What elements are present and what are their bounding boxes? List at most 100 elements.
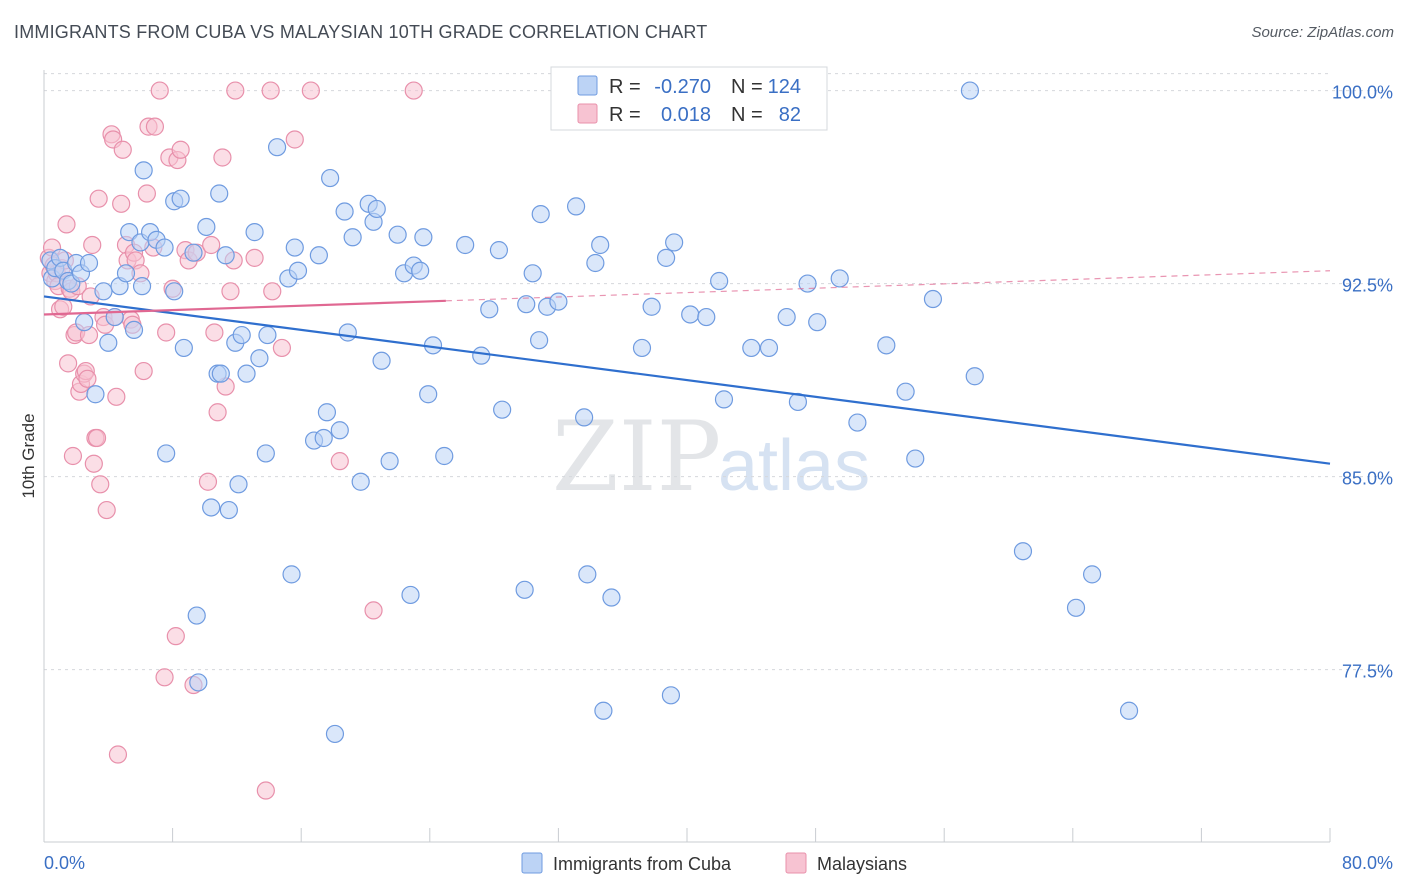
- cuba-point-107: [759, 338, 779, 358]
- malaysians-point-74: [226, 81, 245, 100]
- cuba-point-69: [388, 225, 407, 244]
- malaysians-point-29: [87, 428, 107, 448]
- cuba-point-74: [414, 228, 433, 247]
- cuba-point-87: [531, 205, 550, 224]
- cuba-point-67: [372, 351, 391, 370]
- cuba-point-16: [116, 264, 136, 283]
- series-cuba-points: [41, 81, 1139, 744]
- stats-n-value-cuba: 124: [768, 76, 801, 98]
- stats-swatch-malay: [577, 103, 598, 124]
- watermark: ZIP atlas: [552, 401, 870, 513]
- malaysians-point-80: [285, 130, 304, 149]
- trend-lines: [43, 270, 1331, 465]
- stats-r-label-malay: R =: [609, 104, 641, 126]
- y-tick-label-2: 92.5%: [1342, 276, 1393, 296]
- malaysians-point-53: [145, 117, 165, 136]
- cuba-point-56: [317, 403, 337, 422]
- cuba-point-113: [848, 413, 867, 432]
- malaysians-point-31: [91, 475, 110, 494]
- cuba-point-80: [480, 300, 499, 319]
- cuba-point-12: [94, 282, 113, 301]
- stats-swatch-cuba: [577, 75, 598, 96]
- cuba-point-33: [197, 217, 216, 237]
- y-tick-label-3: 100.0%: [1332, 83, 1393, 103]
- cuba-point-96: [602, 588, 621, 607]
- stats-r-label-cuba: R =: [609, 76, 641, 98]
- malaysians-point-69: [208, 403, 227, 422]
- cuba-point-77: [435, 446, 454, 466]
- malaysians-point-54: [150, 81, 169, 100]
- cuba-point-10: [75, 313, 94, 332]
- cuba-point-43: [237, 364, 256, 383]
- cuba-point-41: [229, 475, 248, 494]
- cuba-point-47: [258, 325, 277, 345]
- cuba-point-32: [189, 673, 208, 692]
- malaysians-point-84: [404, 81, 423, 100]
- x-tick-label-max: 80.0%: [1342, 853, 1393, 873]
- cuba-point-75: [419, 385, 438, 404]
- malaysians-point-76: [256, 781, 275, 800]
- cuba-point-42: [232, 325, 251, 345]
- cuba-point-118: [960, 81, 980, 100]
- malaysians-point-41: [113, 140, 132, 159]
- legend-swatch-malay: [785, 852, 807, 874]
- watermark-atlas: atlas: [718, 426, 870, 506]
- cuba-point-115: [896, 382, 915, 401]
- chart-title: IMMIGRANTS FROM CUBA VS MALAYSIAN 10TH G…: [14, 22, 708, 42]
- cuba-point-81: [489, 241, 509, 260]
- cuba-point-117: [923, 289, 943, 309]
- cuba-point-55: [314, 428, 333, 448]
- malaysians-point-26: [83, 235, 102, 255]
- legend-label-malay: Malaysians: [817, 854, 907, 874]
- cuba-point-85: [523, 264, 542, 283]
- cuba-point-103: [697, 307, 716, 327]
- cuba-point-50: [282, 565, 301, 584]
- malaysians-point-77: [261, 81, 280, 100]
- malaysians-point-27: [84, 454, 103, 473]
- malaysians-point-68: [205, 323, 224, 342]
- cuba-point-31: [187, 606, 206, 625]
- y-axis-label: 10th Grade: [19, 413, 38, 498]
- malaysians-point-38: [107, 387, 126, 406]
- cuba-point-91: [575, 408, 594, 427]
- cuba-point-18: [124, 320, 144, 340]
- cuba-point-24: [155, 238, 174, 257]
- cuba-point-9: [79, 253, 99, 273]
- cuba-point-26: [165, 282, 184, 301]
- cuba-point-13: [99, 333, 118, 352]
- cuba-point-21: [134, 161, 153, 180]
- malaysians-point-78: [263, 282, 282, 301]
- malaysians-point-39: [108, 745, 128, 764]
- malaysians-point-59: [166, 627, 185, 646]
- cuba-point-100: [661, 686, 681, 705]
- cuba-point-28: [171, 189, 190, 208]
- malaysians-point-81: [301, 81, 320, 100]
- cuba-point-60: [335, 202, 354, 221]
- cuba-point-63: [351, 472, 370, 491]
- x-tick-label-min: 0.0%: [44, 853, 85, 873]
- series-malaysians-points: [39, 81, 423, 800]
- legend-swatch-cuba: [521, 852, 543, 874]
- cuba-point-86: [530, 331, 549, 350]
- malaysians-point-50: [137, 184, 156, 203]
- cuba-point-123: [1119, 701, 1139, 720]
- cuba-point-62: [343, 228, 362, 247]
- cuba-point-57: [321, 168, 340, 188]
- malaysians-point-66: [198, 472, 218, 491]
- cuba-point-92: [578, 565, 597, 584]
- malaysians-point-61: [171, 140, 190, 159]
- cuba-point-51: [285, 238, 304, 257]
- stats-n-label-cuba: N =: [731, 76, 763, 98]
- cuba-point-120: [1013, 542, 1033, 561]
- cuba-point-11: [86, 385, 105, 404]
- cuba-point-122: [1082, 565, 1102, 584]
- malaysians-point-79: [272, 338, 292, 358]
- cuba-point-93: [586, 253, 605, 273]
- cuba-point-108: [777, 307, 796, 327]
- cuba-point-98: [642, 297, 661, 316]
- cuba-point-112: [830, 269, 849, 288]
- cuba-point-61: [338, 323, 357, 342]
- cuba-point-111: [808, 313, 827, 332]
- cuba-point-71: [401, 585, 420, 605]
